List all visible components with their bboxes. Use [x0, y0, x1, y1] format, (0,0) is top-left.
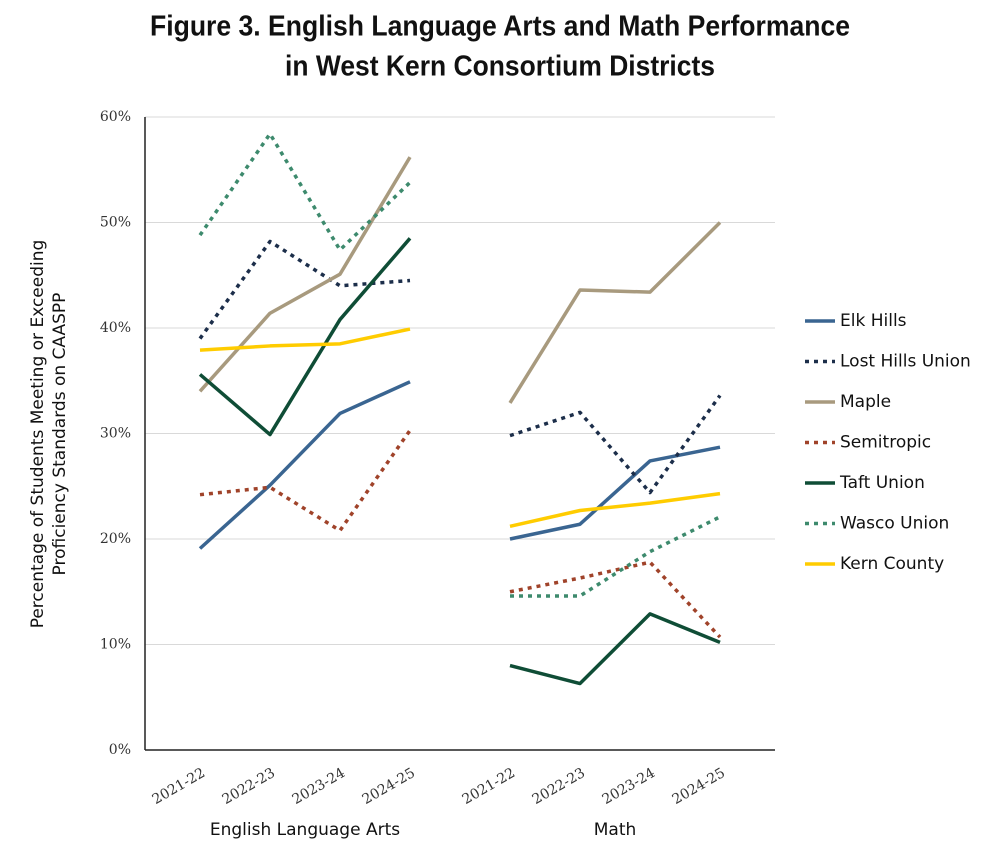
- y-tick-label: 10%: [100, 637, 131, 653]
- y-tick-label: 40%: [100, 320, 131, 336]
- y-tick-label: 20%: [100, 531, 131, 547]
- y-tick-label: 50%: [100, 215, 131, 231]
- legend-label: Lost Hills Union: [840, 352, 971, 372]
- x-tick-label: 2021-22: [460, 765, 518, 808]
- series-line: [510, 515, 721, 598]
- group-label: Math: [594, 820, 637, 840]
- x-tick-label: 2023-24: [600, 765, 658, 808]
- legend-label: Elk Hills: [840, 311, 907, 331]
- x-tick-label: 2022-23: [530, 765, 588, 808]
- series-line: [509, 612, 721, 686]
- legend-label: Maple: [840, 392, 891, 412]
- y-tick-label: 0%: [109, 742, 131, 758]
- series-line: [509, 491, 721, 529]
- x-tick-label: 2024-25: [360, 765, 418, 808]
- series-line: [198, 237, 412, 437]
- legend-label: Kern County: [840, 554, 944, 574]
- y-tick-label: 60%: [100, 109, 131, 125]
- group-label: English Language Arts: [210, 820, 400, 840]
- series-line: [509, 445, 721, 541]
- y-axis-label: Proficiency Standards on CAASPP: [50, 293, 70, 576]
- series-line: [509, 394, 722, 495]
- x-tick-label: 2021-22: [150, 765, 208, 808]
- y-axis-label: Percentage of Students Meeting or Exceed…: [28, 240, 48, 629]
- x-tick-label: 2022-23: [220, 765, 278, 808]
- series-line: [198, 132, 412, 252]
- series-line: [199, 429, 412, 533]
- series-line: [508, 221, 722, 404]
- legend-label: Taft Union: [839, 473, 925, 493]
- chart-title: in West Kern Consortium Districts: [285, 51, 715, 83]
- series-line: [198, 380, 411, 550]
- x-tick-label: 2023-24: [290, 765, 348, 808]
- y-tick-label: 30%: [100, 426, 131, 442]
- series-line: [198, 239, 411, 340]
- series-line: [199, 327, 411, 352]
- chart-title: Figure 3. English Language Arts and Math…: [150, 11, 850, 43]
- x-tick-label: 2024-25: [670, 765, 728, 808]
- legend-label: Semitropic: [840, 433, 931, 453]
- legend-label: Wasco Union: [840, 514, 949, 534]
